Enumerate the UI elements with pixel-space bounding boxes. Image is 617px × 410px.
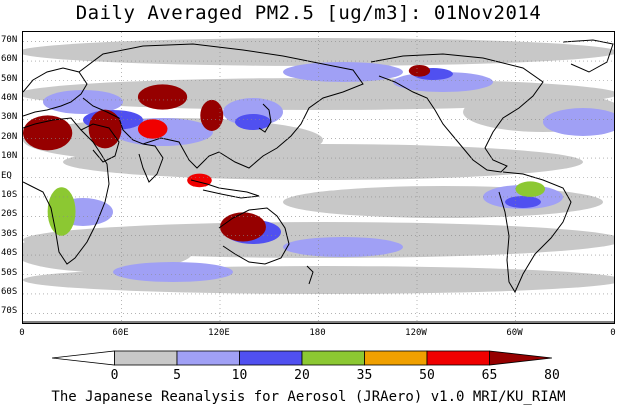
lon-tick-label: 0 <box>610 328 616 338</box>
blue-patch <box>505 196 541 208</box>
lat-tick-label: 10N <box>1 151 18 162</box>
blue-patch <box>235 114 271 130</box>
lat-tick-label: 30N <box>1 112 18 123</box>
coastlines <box>23 39 614 323</box>
colorbar-level-label: 10 <box>231 368 248 383</box>
colorbar-level-label: 35 <box>356 368 373 383</box>
lavender-patch <box>113 262 233 282</box>
pm-region <box>408 64 431 77</box>
lat-tick-label: 40N <box>1 92 18 103</box>
nz-outline <box>306 265 314 285</box>
pm-region <box>88 109 122 149</box>
lon-tick-label: 0 <box>19 328 25 338</box>
colorbar-level-label: 0 <box>110 368 119 383</box>
credit-line: The Japanese Reanalysis for Aerosol (JRA… <box>51 389 566 405</box>
colorbar-level-label: 5 <box>173 368 181 383</box>
arabia-outline <box>80 123 120 163</box>
south-america-outline <box>498 171 572 294</box>
colorbar-level-label: 80 <box>544 368 560 383</box>
colorbar-segment <box>52 350 115 366</box>
lat-tick-label: 20S <box>1 209 18 220</box>
lat-tick-label: 70S <box>1 306 18 317</box>
lon-tick-label: 60W <box>506 328 523 338</box>
lat-tick-label: EQ <box>1 170 12 181</box>
colorbar <box>52 350 552 366</box>
north-america-outline <box>370 53 544 173</box>
colorbar-segment <box>176 350 240 366</box>
lat-lon-grid <box>23 32 614 323</box>
colorbar-segment <box>426 350 490 366</box>
africa-outline <box>23 117 110 265</box>
colorbar-level-label: 50 <box>419 368 435 383</box>
asia-outline <box>78 43 364 169</box>
colorbar-segment <box>239 350 303 366</box>
pm-region <box>220 212 266 242</box>
lavender-patch <box>43 90 123 114</box>
lat-tick-label: 60S <box>1 286 18 297</box>
colorbar-segment <box>301 350 365 366</box>
europe-outline <box>23 67 88 117</box>
pm-region <box>137 119 168 139</box>
lat-tick-label: 60N <box>1 54 18 65</box>
grey-band <box>63 144 583 180</box>
indonesia-outline <box>190 179 260 199</box>
pm-region <box>23 115 73 151</box>
lon-tick-label: 60E <box>112 328 129 338</box>
lat-tick-label: 10S <box>1 189 18 200</box>
pm25-map <box>22 31 615 324</box>
lat-tick-label: 20N <box>1 131 18 142</box>
colorbar-segment <box>364 350 428 366</box>
lavender-patch <box>543 108 614 136</box>
lon-tick-label: 120E <box>208 328 230 338</box>
greenland-outline <box>562 39 614 73</box>
lat-tick-label: 50S <box>1 267 18 278</box>
lat-tick-label: 40S <box>1 248 18 259</box>
pm-region <box>137 84 188 110</box>
colorbar-level-label: 20 <box>294 368 310 383</box>
pm-region <box>515 181 546 197</box>
lat-tick-label: 50N <box>1 73 18 84</box>
lon-tick-label: 180 <box>309 328 326 338</box>
lat-tick-label: 70N <box>1 34 18 45</box>
colorbar-level-label: 65 <box>481 368 498 383</box>
lat-tick-label: 30S <box>1 228 18 239</box>
pm-region <box>200 99 224 131</box>
lon-tick-label: 120W <box>405 328 427 338</box>
map-title: Daily Averaged PM2.5 [ug/m3]: 01Nov2014 <box>75 2 542 24</box>
india-outline <box>138 143 164 183</box>
lavender-patch <box>283 62 403 82</box>
colorbar-segment <box>114 350 178 366</box>
lavender-patch <box>283 237 403 257</box>
japan-outline <box>258 103 272 133</box>
colorbar-segment <box>489 350 552 366</box>
pm-region <box>187 173 212 188</box>
